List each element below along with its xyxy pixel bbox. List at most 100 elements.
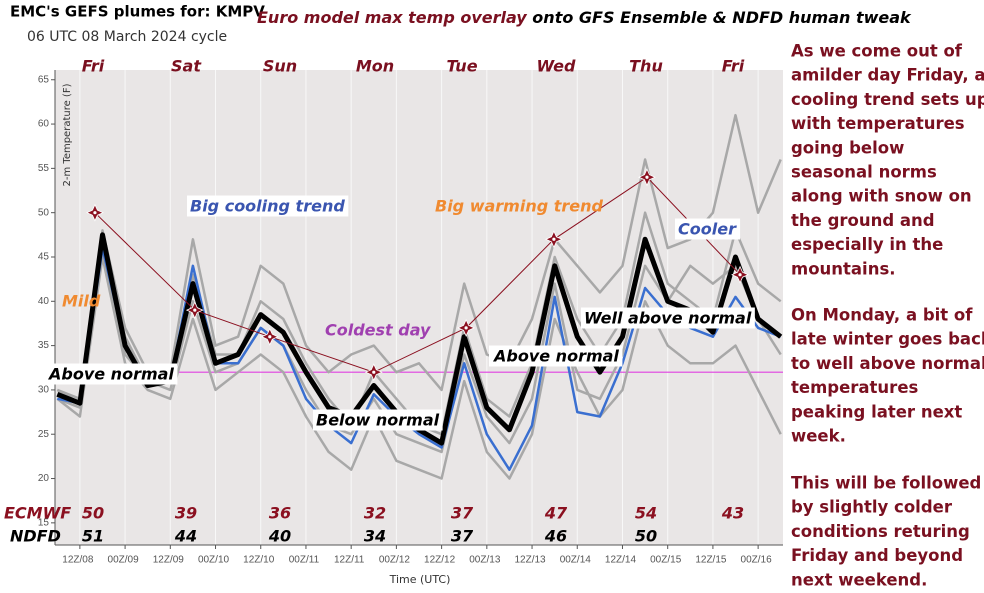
x-tick-label: 00Z/11	[289, 555, 320, 566]
y-tick-label: 30	[38, 385, 50, 396]
discussion-line: seasonal norms	[791, 163, 937, 182]
annotation: Coldest day	[325, 321, 431, 340]
day-label: Mon	[356, 57, 394, 76]
y-tick-label: 40	[38, 296, 50, 307]
annotation: Below normal	[316, 411, 440, 430]
annotation: Above normal	[492, 347, 619, 366]
discussion-line: week.	[791, 427, 846, 446]
annotation-box	[44, 363, 178, 385]
ndfd-value: 44	[174, 527, 197, 546]
x-tick-label: 00Z/16	[741, 555, 773, 566]
ecmwf-star-center	[738, 273, 742, 277]
series-line	[56, 255, 782, 480]
ecmwf-value: 43	[721, 504, 744, 523]
discussion-line: the ground and	[791, 211, 935, 230]
x-tick-label: 12Z/09	[153, 555, 185, 566]
y-tick-label: 45	[38, 252, 50, 263]
discussion-line: As we come out of	[791, 42, 963, 61]
day-label: Thu	[629, 57, 663, 76]
discussion-line: This will be followed	[791, 474, 981, 493]
ecmwf-value: 47	[544, 504, 568, 523]
discussion-line: amilder day Friday, a	[791, 66, 984, 85]
ndfd-value: 40	[268, 527, 291, 546]
discussion-line: late winter goes back	[791, 330, 984, 349]
annotation-box	[581, 307, 755, 329]
y-tick-label: 35	[38, 340, 50, 351]
y-tick-label: 25	[38, 429, 50, 440]
cycle: 06 UTC 08 March 2024 cycle	[27, 29, 227, 45]
annotation: Big cooling trend	[190, 197, 345, 216]
day-label: Sat	[171, 57, 202, 76]
ecmwf-value: 39	[175, 504, 197, 523]
discussion-line: cooling trend sets up	[791, 90, 984, 109]
day-label: Tue	[446, 57, 477, 76]
discussion-line: Friday and beyond	[791, 546, 963, 565]
subtitle: Euro model max temp overlay onto GFS Ens…	[257, 8, 912, 27]
x-tick-label: 12Z/08	[62, 555, 94, 566]
row-label: ECMWF	[4, 504, 71, 523]
subtitle-rest: onto GFS Ensemble & NDFD human tweak	[527, 8, 912, 27]
discussion-line: mountains.	[791, 259, 896, 278]
discussion-line: with temperatures	[791, 114, 965, 133]
ecmwf-star-center	[645, 175, 649, 179]
ndfd-value: 51	[82, 527, 104, 546]
row-label: NDFD	[10, 527, 61, 546]
discussion-line: especially in the	[791, 235, 943, 254]
x-tick-label: 12Z/12	[424, 555, 456, 566]
ndfd-value: 37	[451, 527, 474, 546]
day-label: Sun	[263, 57, 297, 76]
annotation: Cooler	[678, 220, 737, 239]
day-label: Fri	[722, 57, 745, 76]
annotation-box	[187, 195, 349, 217]
x-tick-label: 00Z/15	[650, 555, 682, 566]
y-tick-label: 15	[38, 517, 50, 528]
x-axis-label: Time (UTC)	[389, 573, 451, 586]
ecmwf-star-center	[552, 237, 556, 241]
x-tick-label: 12Z/14	[605, 555, 637, 566]
discussion-line: along with snow on	[791, 187, 972, 206]
x-tick-label: 00Z/13	[469, 555, 501, 566]
x-tick-label: 12Z/13	[514, 555, 546, 566]
ecmwf-value: 50	[82, 504, 104, 523]
discussion-line: to well above normal	[791, 354, 984, 373]
annotation: Above normal	[47, 365, 174, 384]
discussion-line: On Monday, a bit of	[791, 306, 973, 325]
ecmwf-line	[94, 176, 741, 373]
discussion-line: peaking later next	[791, 402, 962, 421]
day-label: Wed	[537, 57, 576, 76]
y-tick-label: 65	[38, 74, 50, 85]
ecmwf-value: 32	[364, 504, 386, 523]
x-tick-label: 00Z/12	[379, 555, 411, 566]
ecmwf-value: 54	[635, 504, 657, 523]
ecmwf-star-center	[464, 326, 468, 330]
annotation: Big warming trend	[435, 197, 604, 216]
x-tick-label: 12Z/15	[695, 555, 727, 566]
x-tick-label: 00Z/09	[108, 555, 140, 566]
y-tick-label: 50	[38, 207, 50, 218]
x-tick-label: 12Z/11	[334, 555, 365, 566]
x-tick-label: 00Z/14	[560, 555, 592, 566]
annotation-box	[489, 345, 623, 367]
y-tick-label: 60	[38, 119, 50, 130]
ndfd-value: 50	[635, 527, 657, 546]
discussion-line: conditions returing	[791, 522, 970, 541]
chart-title: EMC's GEFS plumes for: KMPV	[10, 3, 265, 21]
y-tick-label: 20	[38, 473, 50, 484]
annotation: Mild	[62, 292, 101, 311]
y-axis-label: 2-m Temperature (F)	[62, 83, 73, 186]
ecmwf-value: 36	[269, 504, 291, 523]
series-line	[56, 113, 782, 401]
day-label: Fri	[82, 57, 105, 76]
x-tick-label: 00Z/10	[198, 555, 230, 566]
ecmwf-star-center	[193, 308, 197, 312]
ndfd-value: 46	[544, 527, 567, 546]
ecmwf-star-center	[93, 211, 97, 215]
subtitle-highlight: Euro model max temp overlay	[257, 8, 527, 27]
discussion-line: by slightly colder	[791, 498, 953, 517]
ecmwf-value: 37	[451, 504, 474, 523]
annotation-box	[313, 409, 443, 431]
discussion-line: temperatures	[791, 378, 919, 397]
x-tick-label: 12Z/10	[243, 555, 275, 566]
ndfd-value: 34	[364, 527, 386, 546]
